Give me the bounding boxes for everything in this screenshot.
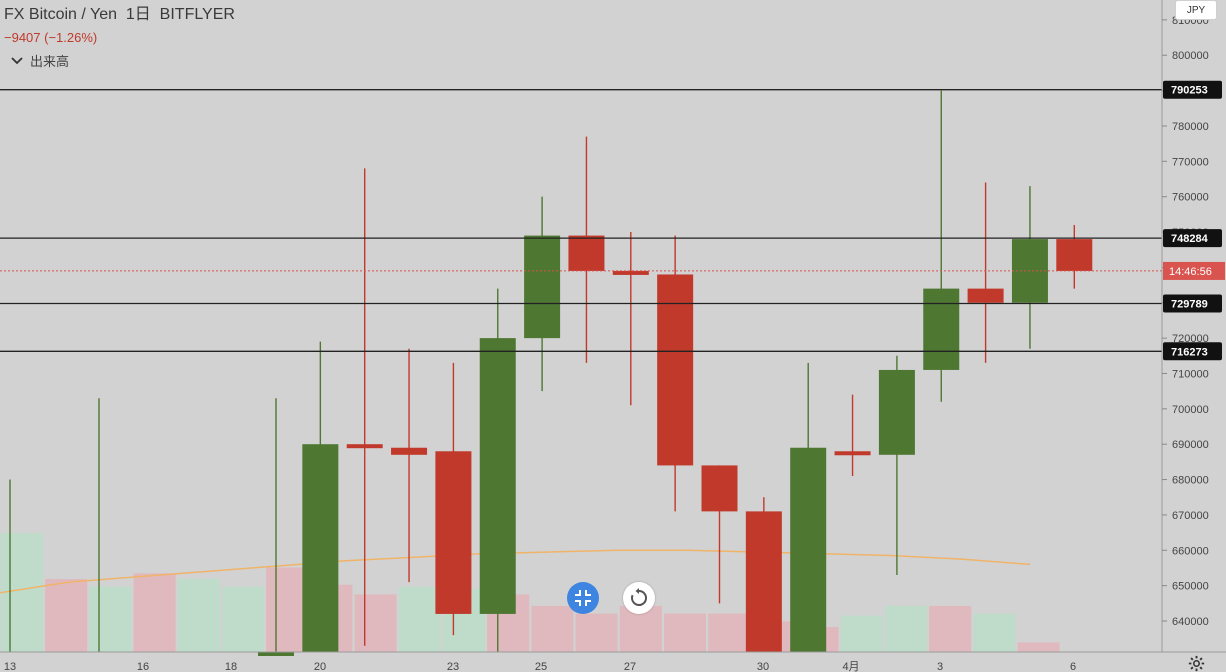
price-tick-label: 690000: [1172, 439, 1209, 451]
candle-body: [302, 444, 339, 652]
current-time-label: 14:46:56: [1169, 266, 1212, 278]
time-axis: 13 16 18 20 23 25 27 30 4月 3 6: [0, 651, 1226, 672]
price-tick-label: 660000: [1172, 545, 1209, 557]
price-line-label: 729789: [1171, 299, 1208, 311]
volume-bar: [708, 613, 751, 652]
price-tick-label: 650000: [1172, 581, 1209, 593]
volume-bar: [840, 615, 883, 652]
symbol-name: FX Bitcoin: [4, 6, 77, 23]
price-tick-label: 780000: [1172, 121, 1209, 133]
candle-body: [479, 338, 516, 614]
title-separator: /: [81, 6, 86, 23]
price-change: −9407 (−1.26%): [4, 30, 98, 45]
price-line-layer: [0, 89, 1162, 352]
time-tick-label: 13: [4, 661, 16, 672]
price-tick-label: 670000: [1172, 510, 1209, 522]
volume-bar: [531, 605, 574, 652]
volume-layer: [1, 532, 1060, 652]
time-tick-label: 20: [314, 661, 326, 672]
price-tick-label: 770000: [1172, 156, 1209, 168]
volume-bar: [973, 613, 1016, 652]
price-line-label-box: [1163, 342, 1222, 361]
price-line-label-box: [1163, 229, 1222, 248]
shrink-button[interactable]: [567, 582, 599, 614]
volume-bar: [664, 613, 706, 652]
price-line-label-box: [1163, 80, 1222, 99]
candle-body: [1056, 239, 1093, 271]
interval: 1日: [125, 6, 151, 23]
candle-body: [878, 369, 915, 455]
quote-currency: Yen: [89, 6, 117, 23]
price-line-label: 790253: [1171, 85, 1208, 97]
price-tick-label: 640000: [1172, 616, 1209, 628]
exchange: BITFLYER: [159, 6, 235, 23]
volume-bar: [177, 579, 220, 652]
volume-bar: [1017, 642, 1060, 652]
volume-bar: [929, 605, 972, 652]
price-tick-label: 760000: [1172, 192, 1209, 204]
price-axis: 640000 650000 660000 670000 680000 690000 7000…: [1161, 0, 1225, 652]
volume-bar: [354, 594, 397, 652]
price-tick-label: 680000: [1172, 475, 1209, 487]
volume-bar: [45, 579, 88, 652]
candle-body: [258, 652, 294, 656]
gear-icon: [1188, 655, 1204, 672]
candle-body: [657, 274, 694, 466]
volume-bar: [1, 532, 43, 652]
settings-button[interactable]: [1186, 655, 1206, 672]
candle-body: [346, 444, 383, 449]
candle-body: [923, 288, 960, 370]
symbol-title[interactable]: FX Bitcoin / Yen 1日 BITFLYER: [4, 0, 235, 24]
time-tick-label: 25: [535, 661, 547, 672]
candle-body: [568, 235, 605, 271]
time-tick-label: 30: [757, 661, 769, 672]
candle-body: [790, 447, 827, 652]
candle-body: [612, 270, 649, 275]
volume-bar: [89, 586, 132, 652]
volume-bar: [398, 586, 441, 652]
shrink-icon: [575, 590, 591, 606]
volume-bar: [222, 586, 264, 652]
price-tick-label: 710000: [1172, 368, 1209, 380]
reset-icon: [631, 588, 647, 606]
time-tick-label: 4月: [842, 661, 859, 672]
time-tick-label: 6: [1070, 661, 1076, 672]
candle-body: [834, 451, 871, 456]
candle-body-layer: [258, 235, 1093, 656]
time-tick-label: 3: [937, 661, 943, 672]
price-tick-label: 720000: [1172, 333, 1209, 345]
candle-body: [435, 451, 472, 614]
volume-bar: [885, 605, 927, 652]
current-price-label-box: [1163, 261, 1225, 280]
candle-body: [391, 447, 428, 455]
price-line-label: 716273: [1171, 346, 1208, 358]
candle-body: [967, 288, 1004, 303]
currency-badge[interactable]: JPY: [1175, 0, 1217, 20]
time-tick-label: 27: [624, 661, 636, 672]
reset-chart-button[interactable]: [623, 582, 655, 614]
candle-body: [701, 465, 738, 512]
chevron-down-icon[interactable]: [4, 52, 30, 70]
price-tick-label: 700000: [1172, 404, 1209, 416]
price-line-label: 748284: [1171, 233, 1209, 245]
candle-body: [524, 235, 561, 339]
time-tick-label: 16: [137, 661, 149, 672]
volume-indicator-label: 出来高: [30, 54, 70, 69]
volume-indicator-toggle[interactable]: 出来高: [4, 51, 235, 70]
time-tick-label: 23: [447, 661, 459, 672]
price-tick-label: 800000: [1172, 50, 1209, 62]
volume-bar: [575, 613, 618, 652]
symbol-legend: FX Bitcoin / Yen 1日 BITFLYER −9407 (−1.2…: [4, 0, 235, 70]
candle-body: [745, 511, 782, 652]
volume-bar: [266, 567, 309, 652]
time-tick-label: 18: [225, 661, 237, 672]
price-line-label-box: [1163, 294, 1222, 313]
volume-bar: [133, 573, 176, 652]
